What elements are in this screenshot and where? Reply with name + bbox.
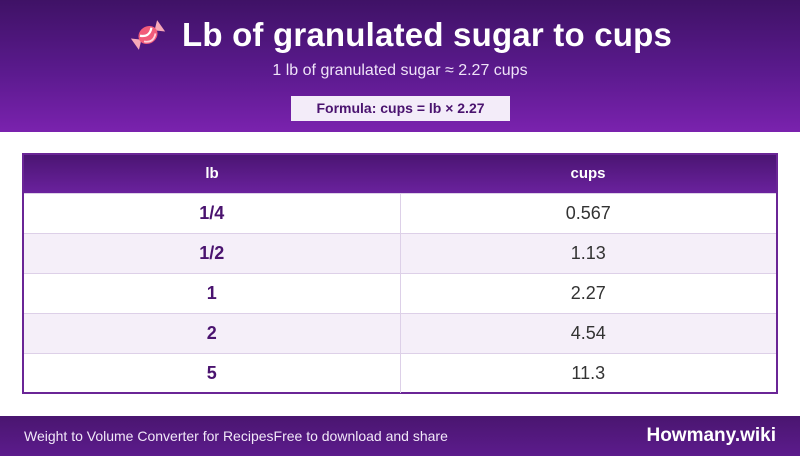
cell-cups: 0.567 <box>400 192 776 233</box>
column-header-lb: lb <box>205 165 219 183</box>
footer-tagline: Free to download and share <box>273 428 448 444</box>
conversion-table: lb cups 1/4 0.567 1/2 1.13 1 2.27 2 4.54 <box>22 153 778 394</box>
table-row: 2 4.54 <box>24 312 776 353</box>
cell-lb: 1 <box>24 272 401 313</box>
page-title: Lb of granulated sugar to cups <box>181 16 673 53</box>
cell-lb: 1/2 <box>24 232 401 273</box>
page-subtitle: 1 lb of granulated sugar ≈ 2.27 cups <box>272 62 528 79</box>
cell-cups: 11.3 <box>400 352 776 393</box>
cell-cups: 2.27 <box>400 272 776 313</box>
cell-lb: 5 <box>24 352 401 393</box>
cell-lb: 2 <box>24 312 401 353</box>
table-row: 5 11.3 <box>24 352 776 393</box>
cell-cups: 4.54 <box>400 312 776 353</box>
footer-text: Weight to Volume Converter for RecipesFr… <box>24 416 448 456</box>
table-header-row: lb cups <box>24 155 776 193</box>
column-header-cups: cups <box>570 165 606 183</box>
header-banner: Lb of granulated sugar to cups 1 lb of g… <box>0 0 800 132</box>
table-row: 1/4 0.567 <box>24 192 776 233</box>
formula-badge: Formula: cups = lb × 2.27 <box>291 96 510 121</box>
title-row: Lb of granulated sugar to cups <box>0 14 800 56</box>
table-row: 1 2.27 <box>24 272 776 313</box>
footer-brand-logo[interactable]: Howmany.wiki <box>646 425 776 446</box>
cell-lb: 1/4 <box>24 192 401 233</box>
candy-icon <box>128 18 168 52</box>
footer-app-name: Weight to Volume Converter for Recipes <box>24 428 274 444</box>
cell-cups: 1.13 <box>400 232 776 273</box>
table-row: 1/2 1.13 <box>24 232 776 273</box>
footer-bar: Weight to Volume Converter for RecipesFr… <box>0 416 800 456</box>
